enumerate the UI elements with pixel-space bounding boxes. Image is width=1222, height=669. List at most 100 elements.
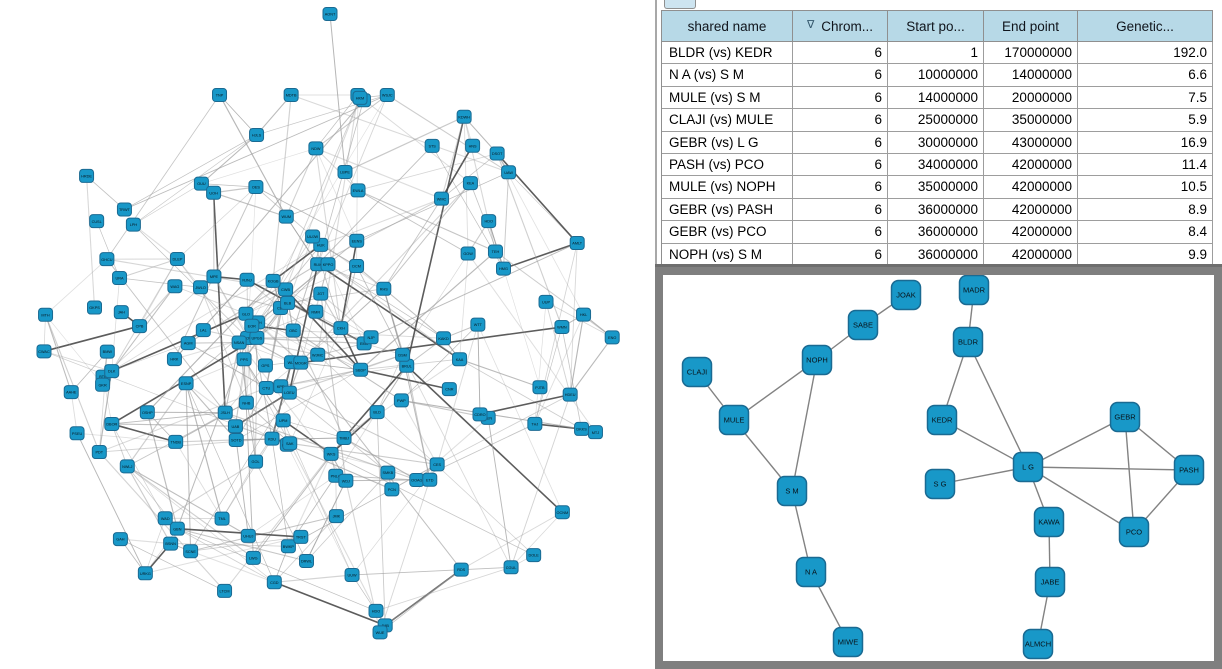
gene-node[interactable]: JMK: [328, 509, 344, 524]
gene-node-CLAJI[interactable]: CLAJI: [681, 356, 713, 388]
gene-node[interactable]: UHUJ: [240, 528, 256, 543]
node-shape[interactable]: [503, 560, 519, 575]
gene-node[interactable]: KAA: [452, 352, 468, 367]
node-shape[interactable]: [63, 385, 79, 400]
node-shape[interactable]: [924, 468, 956, 500]
gene-node[interactable]: KDWH: [456, 109, 472, 124]
table-cell[interactable]: N A (vs) S M: [662, 64, 793, 87]
node-shape[interactable]: [1033, 506, 1065, 538]
node-shape[interactable]: [99, 344, 115, 359]
node-shape[interactable]: [376, 281, 392, 296]
node-shape[interactable]: [328, 509, 344, 524]
node-shape[interactable]: [441, 382, 457, 397]
gene-node[interactable]: UPM: [275, 413, 291, 428]
node-shape[interactable]: [283, 88, 299, 102]
gene-node[interactable]: TNP: [212, 88, 228, 102]
gene-node[interactable]: UPGS: [249, 330, 265, 345]
table-cell[interactable]: 14000000: [888, 86, 984, 110]
gene-node[interactable]: KEA: [462, 176, 478, 191]
node-shape[interactable]: [481, 214, 497, 229]
edge-LG-GEBR[interactable]: [1027, 416, 1126, 468]
table-cell[interactable]: 36000000: [888, 221, 984, 244]
gene-node[interactable]: NWLJ: [119, 459, 135, 474]
node-shape[interactable]: [167, 279, 183, 294]
node-shape[interactable]: [801, 344, 833, 376]
gene-node[interactable]: PDT: [91, 445, 107, 460]
gene-node[interactable]: GAH: [112, 532, 128, 547]
node-shape[interactable]: [470, 317, 486, 332]
node-shape[interactable]: [79, 168, 95, 183]
gene-node[interactable]: HRDE: [79, 168, 95, 183]
table-cell[interactable]: 10.5: [1078, 176, 1213, 199]
node-shape[interactable]: [69, 426, 85, 441]
table-cell[interactable]: MULE (vs) NOPH: [662, 176, 793, 199]
node-shape[interactable]: [532, 380, 548, 395]
gene-node[interactable]: GHCU: [99, 252, 115, 267]
table-cell[interactable]: 14000000: [984, 64, 1078, 87]
gene-node[interactable]: BSNN: [163, 536, 179, 551]
network-view-main[interactable]: AONT LBPE DOLE WAG CES EENS PNLO URKG AEN GKPS CLJ…: [0, 0, 655, 669]
node-shape[interactable]: [456, 109, 472, 124]
table-cell[interactable]: 192.0: [1078, 42, 1213, 65]
edge-GEBR-PCO[interactable]: [1124, 416, 1135, 533]
gene-node[interactable]: RHS: [376, 281, 392, 296]
node-shape[interactable]: [847, 309, 879, 341]
node-shape[interactable]: [227, 419, 243, 434]
gene-node[interactable]: WTT: [470, 317, 486, 332]
node-shape[interactable]: [562, 387, 578, 402]
gene-node[interactable]: TNDB: [168, 434, 184, 449]
node-shape[interactable]: [1022, 628, 1054, 660]
table-cell[interactable]: 7.5: [1078, 86, 1213, 110]
gene-node[interactable]: LAL: [195, 323, 211, 338]
node-shape[interactable]: [112, 532, 128, 547]
gene-node[interactable]: CWB: [278, 282, 294, 297]
gene-node[interactable]: ENO: [604, 330, 620, 345]
gene-node[interactable]: GOL: [248, 454, 264, 469]
node-shape[interactable]: [526, 548, 542, 563]
node-shape[interactable]: [422, 472, 438, 487]
gene-node[interactable]: UAW: [501, 165, 517, 180]
node-shape[interactable]: [338, 473, 354, 488]
gene-node[interactable]: DSOT: [489, 146, 505, 161]
node-shape[interactable]: [384, 482, 400, 497]
node-shape[interactable]: [460, 246, 476, 261]
gene-node[interactable]: HRK: [166, 352, 182, 367]
node-shape[interactable]: [587, 425, 603, 440]
column-header-genetic---[interactable]: Genetic...: [1078, 11, 1213, 42]
node-shape[interactable]: [265, 273, 281, 288]
node-shape[interactable]: [193, 280, 209, 295]
table-cell[interactable]: 11.4: [1078, 153, 1213, 177]
node-shape[interactable]: [344, 567, 360, 582]
gene-node[interactable]: TMBJ: [336, 430, 352, 445]
table-cell[interactable]: 9.9: [1078, 243, 1213, 266]
gene-node[interactable]: TRWT: [116, 202, 132, 217]
gene-node-JABE[interactable]: JABE: [1034, 566, 1066, 598]
gene-node[interactable]: UUP: [538, 294, 554, 309]
node-shape[interactable]: [169, 252, 185, 267]
gene-node[interactable]: AONT: [322, 7, 338, 21]
gene-node[interactable]: MOGR: [293, 355, 309, 370]
node-shape[interactable]: [206, 269, 222, 284]
node-shape[interactable]: [313, 286, 329, 301]
gene-node[interactable]: NJP: [363, 330, 379, 345]
node-shape[interactable]: [952, 326, 984, 358]
node-shape[interactable]: [1118, 516, 1150, 548]
gene-node[interactable]: LWG: [245, 550, 261, 565]
table-cell[interactable]: 42000000: [984, 198, 1078, 222]
gene-node[interactable]: BRUL: [399, 358, 415, 373]
column-header-start-po---[interactable]: Start po...: [888, 11, 984, 42]
gene-node[interactable]: WUM: [278, 209, 294, 224]
edge-NOPH-SM[interactable]: [791, 359, 818, 492]
gene-node[interactable]: KAKD: [436, 331, 452, 346]
node-shape[interactable]: [554, 505, 570, 520]
node-shape[interactable]: [139, 405, 155, 420]
gene-node[interactable]: HDO: [368, 603, 384, 618]
gene-node[interactable]: WDJ: [338, 473, 354, 488]
gene-node[interactable]: RJNJ: [239, 272, 255, 287]
table-cell[interactable]: 34000000: [888, 153, 984, 177]
edge-BLDR-LG[interactable]: [967, 341, 1029, 468]
gene-node-LG[interactable]: L G: [1012, 451, 1044, 483]
node-shape[interactable]: [336, 430, 352, 445]
node-shape[interactable]: [280, 295, 296, 310]
gene-node[interactable]: GBN: [169, 521, 185, 536]
